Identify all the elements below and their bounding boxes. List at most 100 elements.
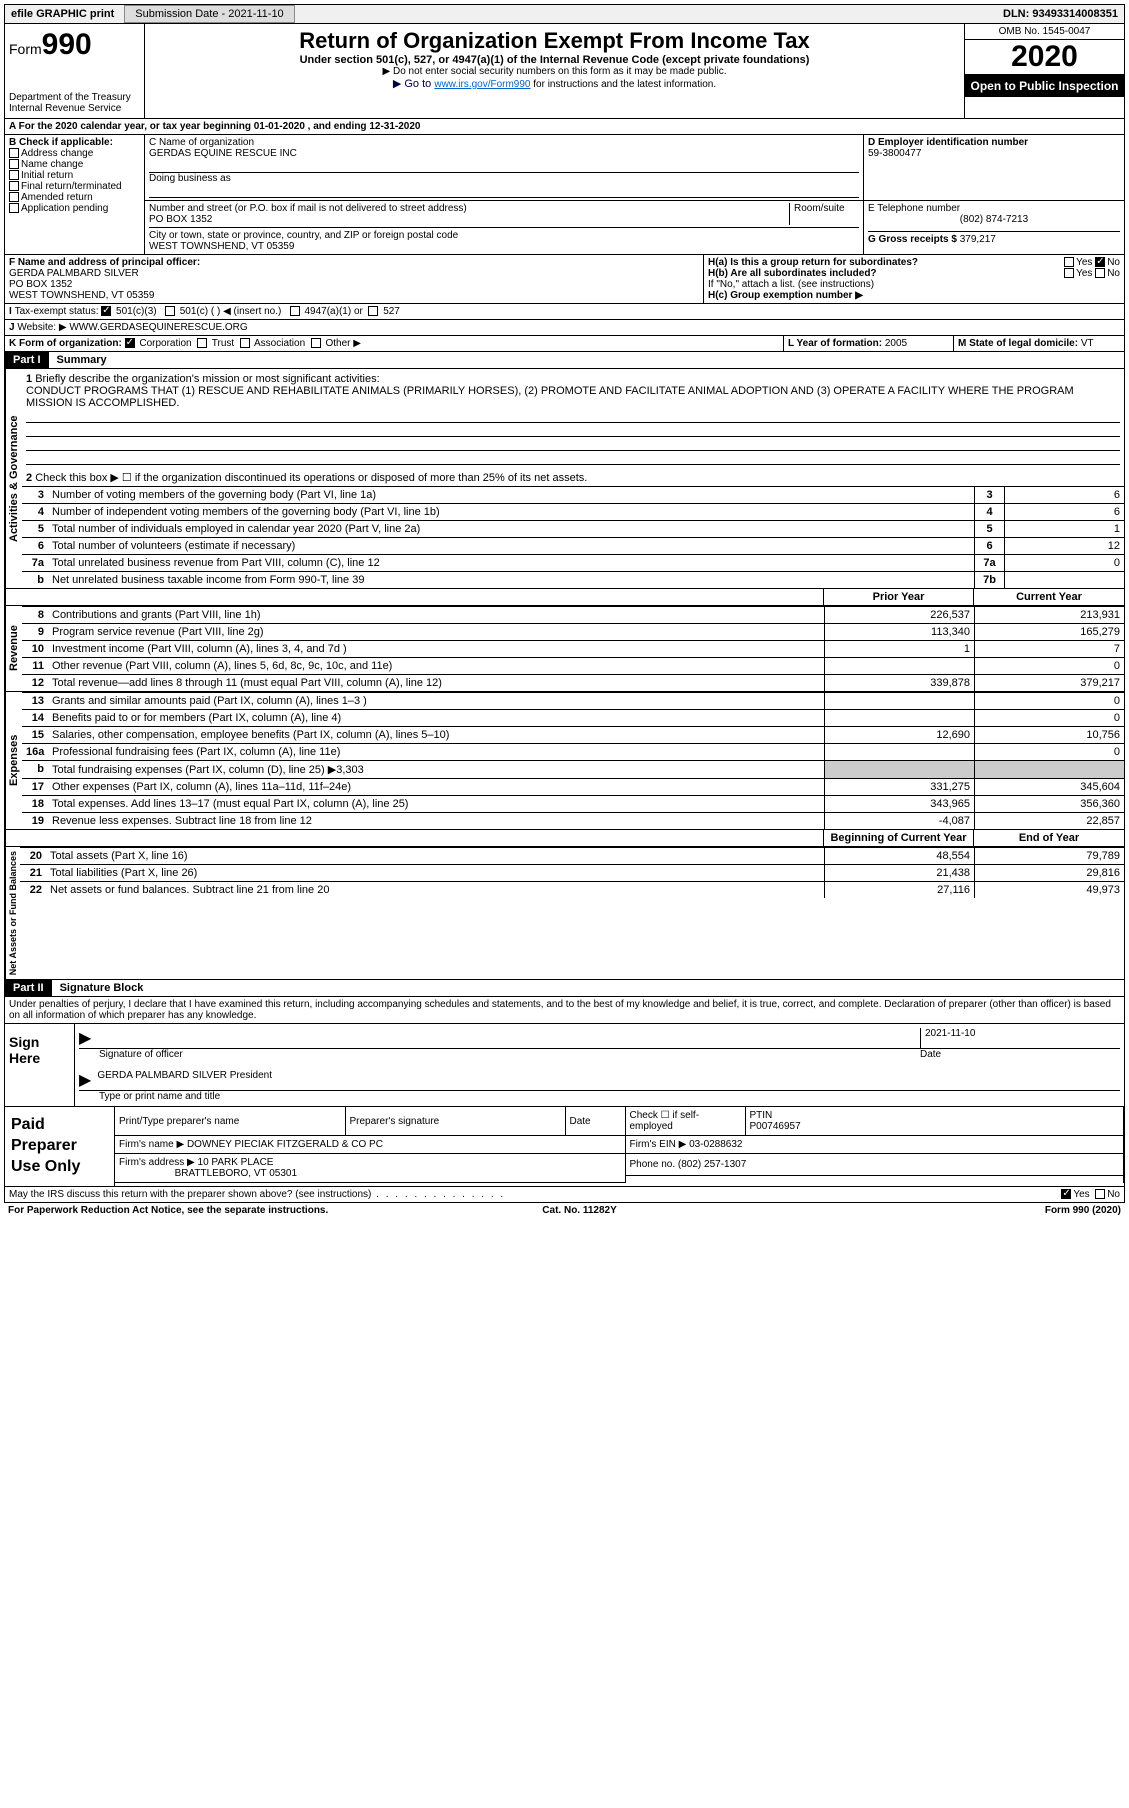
city-value: WEST TOWNSHEND, VT 05359 [149, 241, 294, 252]
checkbox-final-return[interactable]: Final return/terminated [9, 181, 140, 192]
line-num: 17 [22, 779, 48, 795]
side-expenses: Expenses [5, 692, 22, 829]
officer-sig-name: GERDA PALMBARD SILVER President [97, 1070, 272, 1090]
submission-date-button[interactable]: Submission Date - 2021-11-10 [124, 5, 294, 23]
prep-sig-label: Preparer's signature [345, 1107, 565, 1136]
l-label: L Year of formation: [788, 338, 882, 349]
city-label: City or town, state or province, country… [149, 230, 458, 241]
line-text: Total revenue—add lines 8 through 11 (mu… [48, 675, 824, 691]
side-netassets: Net Assets or Fund Balances [5, 847, 20, 979]
current-year-value: 356,360 [974, 796, 1124, 812]
line-num: 8 [22, 607, 48, 623]
phone-label: Phone no. [630, 1159, 676, 1170]
prior-year-value: 21,438 [824, 865, 974, 881]
current-year-value: 10,756 [974, 727, 1124, 743]
sign-date: 2021-11-10 [920, 1028, 1120, 1048]
current-year-value: 79,789 [974, 848, 1124, 864]
checkbox-address-change[interactable]: Address change [9, 148, 140, 159]
discuss-yes-checkbox[interactable] [1061, 1189, 1071, 1199]
current-year-value: 49,973 [974, 882, 1124, 898]
i-501c3-checkbox[interactable] [101, 306, 111, 316]
current-year-value: 22,857 [974, 813, 1124, 829]
line-text: Salaries, other compensation, employee b… [48, 727, 824, 743]
line-text: Total number of volunteers (estimate if … [48, 538, 974, 554]
irs-label: Internal Revenue Service [9, 103, 140, 114]
ha-label: H(a) Is this a group return for subordin… [708, 257, 918, 268]
line-num: 3 [22, 487, 48, 503]
hb-yes-checkbox[interactable] [1064, 268, 1074, 278]
line-value: 6 [1004, 487, 1124, 503]
ha-no-checkbox[interactable] [1095, 257, 1105, 267]
prep-date-label: Date [565, 1107, 625, 1136]
prior-year-value: 48,554 [824, 848, 974, 864]
self-emp-label: Check ☐ if self-employed [625, 1107, 745, 1136]
open-inspection: Open to Public Inspection [965, 75, 1124, 97]
j-label: Website: ▶ [17, 322, 66, 333]
ptin-value: P00746957 [750, 1121, 801, 1132]
line-text: Total fundraising expenses (Part IX, col… [48, 761, 824, 778]
hb-note: If "No," attach a list. (see instruction… [708, 279, 1120, 290]
k-assoc-checkbox[interactable] [240, 338, 250, 348]
line-text: Number of voting members of the governin… [48, 487, 974, 503]
e-phone-label: E Telephone number [868, 203, 1120, 214]
i-527-checkbox[interactable] [368, 306, 378, 316]
footer-left: For Paperwork Reduction Act Notice, see … [8, 1205, 328, 1216]
line-box: 7b [974, 572, 1004, 588]
current-year-value: 345,604 [974, 779, 1124, 795]
line-num: 12 [22, 675, 48, 691]
gross-value: 379,217 [960, 234, 996, 245]
prior-year-value: 12,690 [824, 727, 974, 743]
current-year-value: 0 [974, 693, 1124, 709]
k-corp-checkbox[interactable] [125, 338, 135, 348]
ein-value: 59-3800477 [868, 148, 1120, 159]
line-text: Revenue less expenses. Subtract line 18 … [48, 813, 824, 829]
i-label: Tax-exempt status: [15, 306, 99, 317]
prior-year-value: 27,116 [824, 882, 974, 898]
d-ein-label: D Employer identification number [868, 137, 1120, 148]
firm-name-label: Firm's name ▶ [119, 1139, 184, 1150]
line-num: 5 [22, 521, 48, 537]
omb-label: OMB No. 1545-0047 [965, 24, 1124, 40]
current-year-value: 0 [974, 744, 1124, 760]
line-box: 4 [974, 504, 1004, 520]
top-bar: efile GRAPHIC print Submission Date - 20… [4, 4, 1125, 24]
checkbox-initial-return[interactable]: Initial return [9, 170, 140, 181]
prior-year-value: 1 [824, 641, 974, 657]
firm-addr1: 10 PARK PLACE [198, 1157, 274, 1168]
sig-officer-label: Signature of officer [79, 1049, 920, 1060]
discuss-no-checkbox[interactable] [1095, 1189, 1105, 1199]
c-name-label: C Name of organization [149, 137, 859, 148]
i-501c-checkbox[interactable] [165, 306, 175, 316]
line-value: 6 [1004, 504, 1124, 520]
m-value: VT [1081, 338, 1094, 349]
side-activities: Activities & Governance [5, 369, 22, 588]
k-trust-checkbox[interactable] [197, 338, 207, 348]
ha-yes-checkbox[interactable] [1064, 257, 1074, 267]
footer-cat: Cat. No. 11282Y [542, 1205, 616, 1216]
line-text: Total number of individuals employed in … [48, 521, 974, 537]
prior-year-value [824, 761, 974, 778]
line-box: 3 [974, 487, 1004, 503]
part2-title: Signature Block [52, 982, 144, 994]
line-text: Total assets (Part X, line 16) [46, 848, 824, 864]
part2-bar: Part II [5, 980, 52, 996]
irs-link[interactable]: www.irs.gov/Form990 [434, 79, 530, 90]
checkbox-app-pending[interactable]: Application pending [9, 203, 140, 214]
k-other-checkbox[interactable] [311, 338, 321, 348]
checkbox-name-change[interactable]: Name change [9, 159, 140, 170]
firm-name: DOWNEY PIECIAK FITZGERALD & CO PC [187, 1139, 383, 1150]
line-text: Grants and similar amounts paid (Part IX… [48, 693, 824, 709]
line-value: 0 [1004, 555, 1124, 571]
checkbox-amended[interactable]: Amended return [9, 192, 140, 203]
line-text: Other expenses (Part IX, column (A), lin… [48, 779, 824, 795]
form-number: 990 [42, 28, 92, 61]
prior-year-value [824, 710, 974, 726]
prep-phone: (802) 257-1307 [678, 1159, 746, 1170]
l1-label: Briefly describe the organization's miss… [35, 373, 379, 385]
hb-no-checkbox[interactable] [1095, 268, 1105, 278]
part1-title: Summary [49, 354, 107, 366]
i-4947-checkbox[interactable] [290, 306, 300, 316]
current-year-value: 379,217 [974, 675, 1124, 691]
line-num: 9 [22, 624, 48, 640]
line-box: 5 [974, 521, 1004, 537]
